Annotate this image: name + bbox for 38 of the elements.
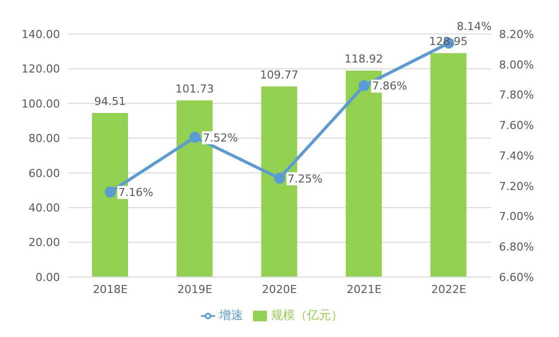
data-label: 109.77 [260,68,298,82]
data-label: 7.86% [372,80,408,93]
data-label: 8.14% [456,20,492,34]
data-label: 101.73 [175,82,214,96]
y2-tick-label: 7.80% [499,88,534,102]
y-tick-label: 40.00 [28,201,60,214]
data-label: 7.16% [118,186,154,199]
data-label: 7.25% [288,172,322,186]
y2-tick-label: 7.20% [499,180,534,193]
y-tick-label: 20.00 [28,236,60,250]
bar [430,53,466,277]
x-tick-label: 2020E [262,282,298,296]
data-label: 118.92 [344,52,384,66]
data-label: 7.52% [202,131,238,144]
y2-tick-label: 7.60% [499,119,534,132]
y2-tick-label: 7.00% [499,210,534,224]
point [104,186,116,198]
legend-label: 规模（亿元） [271,308,343,322]
y2-tick-label: 7.40% [499,149,534,162]
legend-label: 增速 [219,308,243,322]
y-tick-label: 100.00 [22,97,60,110]
data-label: 94.51 [94,94,126,108]
x-tick-label: 2019E [177,282,212,296]
y-tick-label: 80.00 [28,132,60,146]
point [358,80,370,92]
y-tick-label: 140.00 [22,28,60,41]
x-tick-label: 2021E [346,282,382,296]
x-tick-label: 2022E [431,282,466,296]
point [274,172,285,184]
y-tick-label: 60.00 [28,166,60,180]
y2-tick-label: 6.80% [499,240,534,254]
y2-tick-label: 6.60% [499,270,534,284]
y-tick-label: 0.00 [36,270,60,284]
y2-tick-label: 8.20% [499,28,534,41]
x-tick-label: 2018E [92,282,128,296]
point [189,132,200,143]
y2-tick-label: 8.00% [499,58,534,72]
y-tick-label: 120.00 [22,62,60,76]
